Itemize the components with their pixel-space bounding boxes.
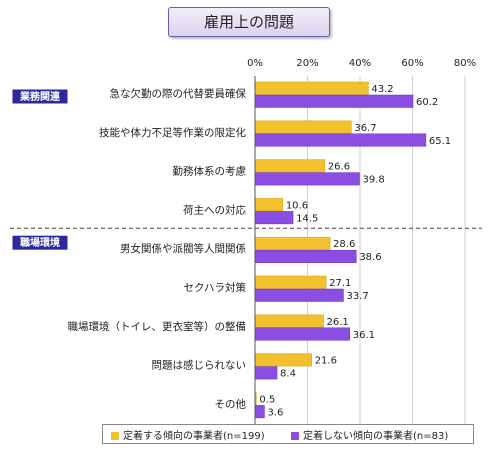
category-label: 勤務体系の考慮 (173, 165, 247, 178)
data-label: 28.6 (333, 239, 355, 250)
bar-settled (254, 275, 327, 289)
group-label: 業務関連 (19, 90, 61, 103)
bar-unsettled (254, 366, 278, 380)
x-tick-label: 0% (247, 58, 263, 69)
category-label: 技能や体力不足等作業の限定化 (99, 126, 246, 139)
data-label: 26.1 (327, 317, 349, 328)
data-label: 21.6 (315, 356, 337, 367)
bar-settled (254, 314, 324, 328)
bar-unsettled (254, 172, 360, 186)
data-label: 8.4 (280, 369, 296, 380)
bar-settled (254, 81, 369, 95)
legend-swatch-1 (291, 432, 299, 440)
data-label: 27.1 (329, 278, 351, 289)
bar-settled (254, 353, 312, 367)
category-label: 荷主への対応 (183, 203, 246, 216)
bar-unsettled (254, 133, 427, 147)
legend: 定着する傾向の事業者(n=199) 定着しない傾向の事業者(n=83) (102, 424, 474, 444)
legend-item-0: 定着する傾向の事業者(n=199) (111, 427, 265, 442)
legend-label-1: 定着しない傾向の事業者(n=83) (303, 431, 449, 442)
x-tick-labels: 0% 20% 40% 60% 80% (247, 58, 476, 69)
data-labels: 43.2 60.2 36.7 65.1 26.6 39.8 10.6 14.5 28.6 38.6… (259, 84, 451, 418)
group-label-box (11, 88, 69, 105)
bar-unsettled (254, 211, 294, 225)
data-label: 33.7 (346, 291, 368, 302)
data-label: 38.6 (359, 252, 381, 263)
data-label: 3.6 (267, 407, 283, 418)
bar-settled (254, 236, 331, 250)
data-label: 10.6 (286, 200, 308, 211)
bar-unsettled (254, 249, 357, 263)
data-label: 39.8 (362, 175, 384, 186)
category-label: セクハラ対策 (184, 281, 247, 294)
data-label: 65.1 (429, 136, 451, 147)
group-label: 職場環境 (20, 236, 60, 249)
category-label: 急な欠勤の際の代替要員確保 (110, 87, 247, 100)
bar-settled (254, 198, 284, 212)
data-label: 36.1 (353, 330, 375, 341)
bar-unsettled (254, 94, 414, 108)
x-tick-label: 20% (296, 58, 318, 69)
bar-settled (254, 120, 352, 134)
category-label: その他 (215, 397, 247, 410)
x-tick-label: 60% (401, 58, 423, 69)
data-label: 26.6 (328, 162, 350, 173)
bar-unsettled (254, 327, 351, 341)
group-label-box (11, 234, 69, 251)
data-label: 60.2 (416, 97, 438, 108)
category-label: 問題は感じられない (152, 359, 247, 372)
x-tick-label: 80% (454, 58, 476, 69)
legend-swatch-0 (111, 432, 119, 440)
data-label: 36.7 (354, 123, 376, 134)
x-tick-label: 40% (349, 58, 371, 69)
category-labels: 急な欠勤の際の代替要員確保技能や体力不足等作業の限定化勤務体系の考慮荷主への対応… (68, 87, 247, 410)
data-label: 0.5 (259, 394, 275, 405)
category-label: 職場環境（トイレ、更衣室等）の整備 (68, 320, 247, 333)
bar-unsettled (254, 405, 265, 419)
chart-title: 雇用上の問題 (168, 7, 330, 37)
data-label: 14.5 (296, 213, 318, 224)
category-label: 男女関係や派閥等人間関係 (120, 242, 246, 255)
legend-item-1: 定着しない傾向の事業者(n=83) (291, 427, 448, 442)
bar-settled (254, 159, 326, 173)
data-label: 43.2 (371, 84, 393, 95)
bar-unsettled (254, 288, 344, 302)
legend-label-0: 定着する傾向の事業者(n=199) (123, 431, 265, 442)
bars (254, 81, 427, 419)
